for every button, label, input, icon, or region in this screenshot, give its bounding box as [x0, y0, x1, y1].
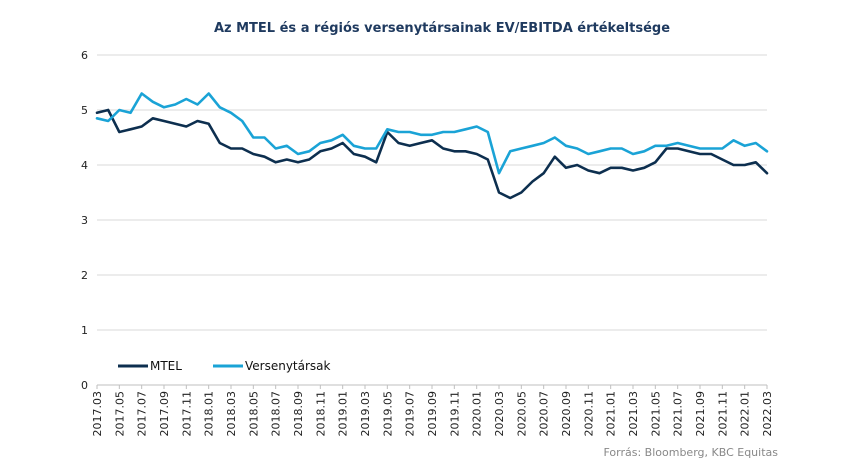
x-tick-label: 2021.11	[716, 391, 729, 437]
x-tick-label: 2019.09	[426, 391, 439, 437]
legend-label: Versenytársak	[245, 359, 331, 373]
x-tick-label: 2017.05	[113, 391, 126, 437]
x-tick-label: 2018.11	[314, 391, 327, 437]
series-lines	[95, 92, 769, 200]
x-tick-label: 2020.09	[560, 391, 573, 437]
x-tick-label: 2021.09	[694, 391, 707, 437]
x-tick-label: 2020.01	[471, 391, 484, 437]
legend: MTEL Versenytársak	[118, 359, 331, 373]
x-tick-label: 2017.03	[91, 391, 104, 437]
legend-label: MTEL	[150, 359, 182, 373]
x-tick-label: 2019.01	[337, 391, 350, 437]
x-tick-label: 2019.03	[359, 391, 372, 437]
y-tick-label: 5	[81, 104, 88, 117]
x-tick-label: 2019.11	[448, 391, 461, 437]
x-tick-label: 2019.05	[381, 391, 394, 437]
x-tick-label: 2020.05	[515, 391, 528, 437]
x-tick-label: 2018.01	[203, 391, 216, 437]
y-axis: 0 1 2 3 4 5 6	[81, 49, 88, 392]
y-tick-label: 3	[81, 214, 88, 227]
source-note: Forrás: Bloomberg, KBC Equitas	[603, 446, 778, 459]
series-line-mtel	[95, 108, 769, 200]
x-tick-label: 2018.07	[270, 391, 283, 437]
x-tick-label: 2022.03	[761, 391, 774, 437]
x-tick-label: 2021.07	[672, 391, 685, 437]
x-tick-label: 2021.01	[605, 391, 618, 437]
x-tick-label: 2021.05	[649, 391, 662, 437]
x-tick-label: 2018.05	[247, 391, 260, 437]
x-tick-label: 2021.03	[627, 391, 640, 437]
chart-title: Az MTEL és a régiós versenytársainak EV/…	[214, 21, 670, 36]
x-axis: 2017.03 2017.05 2017.07 2017.09 2017.11 2018.…	[91, 385, 774, 437]
x-tick-label: 2017.11	[180, 391, 193, 437]
y-tick-label: 6	[81, 49, 88, 62]
x-tick-label: 2020.03	[493, 391, 506, 437]
x-tick-label: 2020.11	[582, 391, 595, 437]
y-tick-label: 0	[81, 379, 88, 392]
y-tick-label: 4	[81, 159, 88, 172]
series-line-versenytarsak	[95, 92, 769, 175]
x-tick-label: 2020.07	[538, 391, 551, 437]
y-tick-label: 1	[81, 324, 88, 337]
x-tick-label: 2022.01	[739, 391, 752, 437]
x-tick-label: 2018.09	[292, 391, 305, 437]
x-tick-label: 2017.07	[136, 391, 149, 437]
x-tick-label: 2018.03	[225, 391, 238, 437]
x-tick-label: 2017.09	[158, 391, 171, 437]
y-tick-label: 2	[81, 269, 88, 282]
x-tick-label: 2019.07	[404, 391, 417, 437]
